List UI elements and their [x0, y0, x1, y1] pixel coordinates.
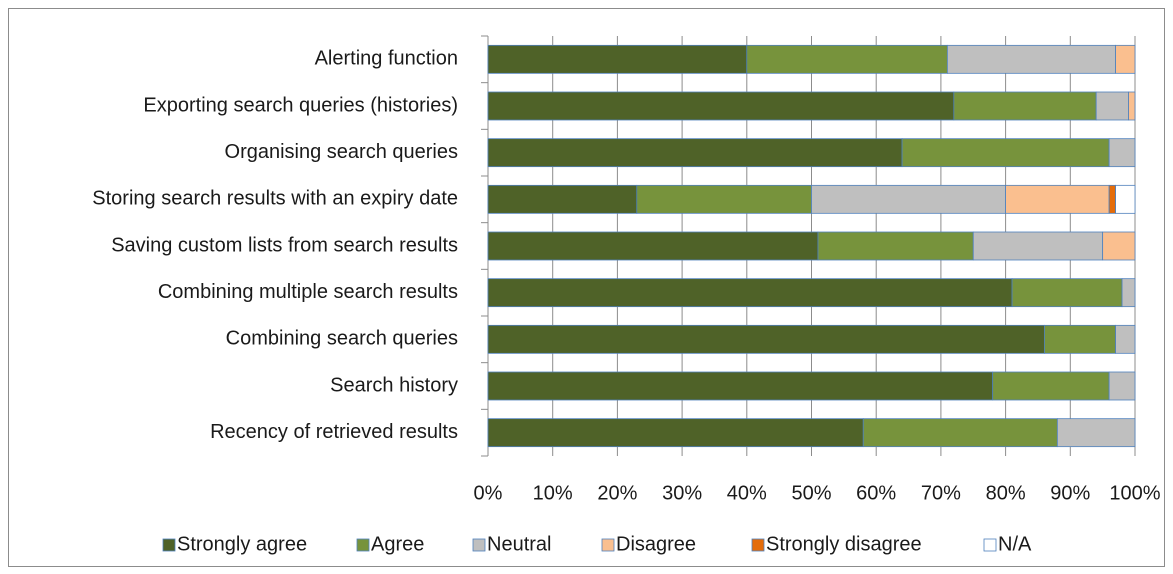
bar-segment	[1056, 418, 1136, 448]
x-tick-label: 60%	[856, 482, 896, 504]
bar-segment	[1115, 184, 1136, 214]
x-tick-label: 70%	[921, 482, 961, 504]
legend-label: Strongly agree	[177, 533, 307, 555]
bar-segment	[1121, 278, 1136, 308]
legend-swatch	[356, 538, 370, 552]
bar-segment	[1011, 278, 1123, 308]
bar-segment	[487, 231, 819, 261]
bar-segment	[487, 418, 864, 448]
x-tick-label: 10%	[533, 482, 573, 504]
bar-segment	[1115, 324, 1136, 354]
y-tick-label: Search history	[330, 374, 458, 396]
y-tick-label: Recency of retrieved results	[210, 421, 458, 443]
y-tick-label: Organising search queries	[225, 141, 458, 163]
x-tick-label: 20%	[597, 482, 637, 504]
bar-segment	[487, 138, 903, 168]
bar-segment	[1108, 371, 1136, 401]
x-tick-label: 90%	[1050, 482, 1090, 504]
y-tick-label: Storing search results with an expiry da…	[92, 188, 458, 210]
labels: 0% 10% 20% 30% 40% 50% 60% 70% 80% 90% 100% Alertin…	[92, 48, 1161, 505]
bar-segment	[811, 184, 1007, 214]
bar-segment	[487, 91, 955, 121]
y-tick-label: Alerting function	[315, 48, 458, 70]
bar-segment	[636, 184, 812, 214]
bar-segment	[1108, 184, 1116, 214]
legend-swatch	[983, 538, 997, 552]
bar-segment	[817, 231, 974, 261]
legend-label: Agree	[371, 533, 424, 555]
x-tick-label: 100%	[1109, 482, 1160, 504]
x-tick-label: 80%	[986, 482, 1026, 504]
bar-segment	[1115, 44, 1136, 74]
y-tick-label: Combining multiple search results	[158, 281, 458, 303]
legend-label: Neutral	[487, 533, 551, 555]
bar-segment	[487, 371, 994, 401]
bar-segment	[1005, 184, 1110, 214]
legend-swatch	[472, 538, 486, 552]
legend: Strongly agree Agree Neutral Disagree Strong…	[162, 533, 1032, 555]
bar-segment	[972, 231, 1104, 261]
x-tick-label: 0%	[474, 482, 503, 504]
bar-segment	[946, 44, 1116, 74]
bar-segment	[487, 44, 748, 74]
bar-segment	[1095, 91, 1129, 121]
bar-segment	[901, 138, 1110, 168]
legend-label: N/A	[998, 533, 1032, 555]
y-tick-label: Combining search queries	[226, 328, 458, 350]
bar-segment	[487, 184, 638, 214]
bar-segment	[1102, 231, 1136, 261]
bar-segment	[746, 44, 948, 74]
y-tick-label: Saving custom lists from search results	[111, 234, 458, 256]
x-tick-label: 50%	[791, 482, 831, 504]
bar-segment	[487, 324, 1045, 354]
x-tick-label: 30%	[662, 482, 702, 504]
legend-swatch	[162, 538, 176, 552]
bar-segment	[1108, 138, 1136, 168]
bar-segment	[992, 371, 1110, 401]
bar-segment	[862, 418, 1058, 448]
y-tick-label: Exporting search queries (histories)	[143, 94, 458, 116]
bars	[487, 44, 1136, 448]
legend-label: Disagree	[616, 533, 696, 555]
legend-swatch	[601, 538, 615, 552]
x-tick-label: 40%	[727, 482, 767, 504]
bar-segment	[1128, 91, 1136, 121]
bar-segment	[1044, 324, 1116, 354]
legend-swatch	[751, 538, 765, 552]
legend-label: Strongly disagree	[766, 533, 922, 555]
bar-segment	[953, 91, 1097, 121]
bar-segment	[487, 278, 1013, 308]
